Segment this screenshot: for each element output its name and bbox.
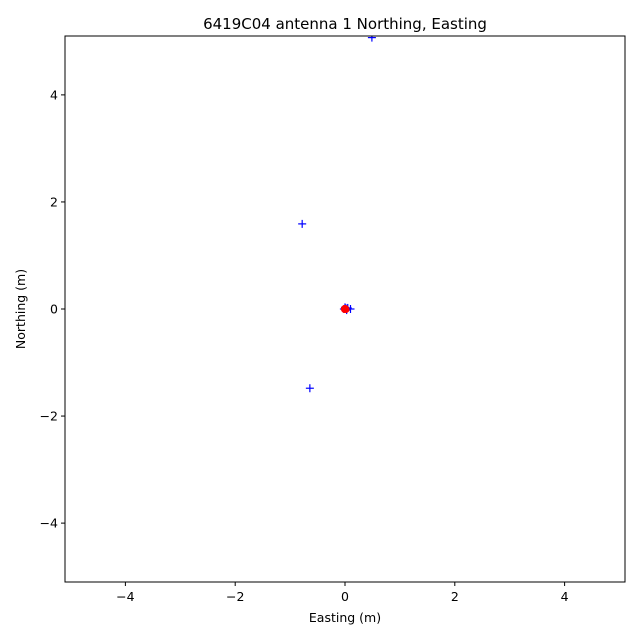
plus-marker: [367, 36, 376, 42]
data-points: [298, 36, 376, 393]
x-tick-label: 0: [341, 589, 349, 604]
circle-marker: [341, 305, 348, 312]
y-axis-label: Northing (m): [13, 269, 28, 349]
y-tick-label: −2: [40, 409, 58, 424]
plus-marker: [298, 219, 307, 228]
x-tick-label: −4: [116, 589, 134, 604]
chart-title: 6419C04 antenna 1 Northing, Easting: [203, 15, 487, 33]
y-tick-label: 4: [50, 87, 58, 102]
y-tick-label: −4: [40, 516, 58, 531]
axes-frame: [64, 35, 626, 583]
x-tick-label: 2: [451, 589, 459, 604]
x-tick-label: −2: [226, 589, 244, 604]
y-tick-label: 2: [50, 194, 58, 209]
x-axis-label: Easting (m): [309, 610, 381, 625]
plus-marker: [305, 384, 314, 393]
x-tick-label: 4: [561, 589, 569, 604]
plot-area: −4 −2 0 2 4 −4 −2 0 2 4: [40, 35, 626, 604]
y-tick-label: 0: [50, 302, 58, 317]
